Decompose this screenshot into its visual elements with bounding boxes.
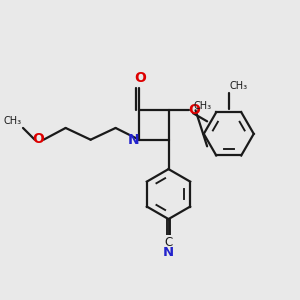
Text: CH₃: CH₃ (3, 116, 22, 126)
Text: C: C (164, 236, 172, 249)
Text: O: O (32, 132, 44, 146)
Text: N: N (163, 246, 174, 260)
Text: O: O (188, 103, 200, 117)
Text: O: O (134, 71, 146, 85)
Text: CH₃: CH₃ (194, 101, 212, 111)
Text: CH₃: CH₃ (229, 81, 248, 91)
Text: N: N (128, 133, 140, 147)
